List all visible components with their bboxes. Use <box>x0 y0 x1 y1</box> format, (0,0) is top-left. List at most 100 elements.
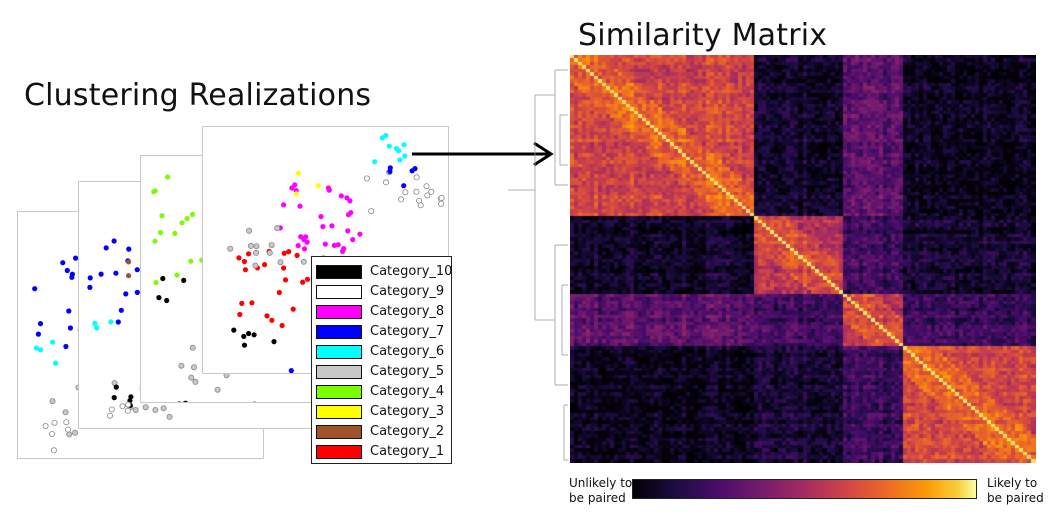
scatter-point <box>152 406 159 413</box>
scatter-point <box>281 202 287 208</box>
legend-swatch <box>316 324 362 339</box>
scatter-point <box>402 189 409 196</box>
scatter-point <box>118 307 124 313</box>
scatter-point <box>329 223 335 229</box>
scatter-point <box>63 343 69 350</box>
scatter-point <box>331 242 337 248</box>
scatter-point <box>115 319 121 325</box>
scatter-point <box>335 242 341 248</box>
scatter-point <box>247 242 254 249</box>
scatter-point <box>428 188 435 195</box>
legend-item: Category_4 <box>316 382 444 401</box>
scatter-point <box>304 239 310 245</box>
scatter-point <box>72 429 79 436</box>
scatter-point <box>189 344 196 351</box>
scatter-point <box>177 401 181 402</box>
colorbar <box>632 479 977 499</box>
scatter-point <box>326 187 332 193</box>
scatter-point <box>126 273 132 279</box>
scatter-point <box>153 279 159 286</box>
scatter-point <box>301 246 308 252</box>
legend-item: Category_9 <box>316 282 444 301</box>
legend-label: Category_1 <box>370 444 445 459</box>
scatter-point <box>348 210 354 216</box>
scatter-point <box>178 362 185 369</box>
scatter-point <box>281 250 287 256</box>
scatter-point <box>379 135 385 141</box>
scatter-point <box>172 230 178 236</box>
scatter-point <box>63 419 70 426</box>
legend-swatch <box>316 364 362 379</box>
scatter-point <box>157 229 164 236</box>
scatter-point <box>241 258 247 265</box>
scatter-point <box>252 401 257 402</box>
scatter-point <box>191 364 198 371</box>
scatter-point <box>401 142 407 148</box>
scatter-point <box>192 378 199 385</box>
scatter-point <box>113 384 119 390</box>
scatter-point <box>293 191 299 197</box>
scatter-point <box>239 300 245 306</box>
scatter-point <box>246 227 253 234</box>
scatter-point <box>66 431 73 438</box>
scatter-point <box>134 267 140 273</box>
scatter-point <box>123 291 129 297</box>
scatter-point <box>246 330 252 337</box>
scatter-point <box>67 325 73 331</box>
legend-swatch <box>316 284 362 299</box>
scatter-point <box>49 430 56 437</box>
legend-item: Category_6 <box>316 342 444 361</box>
legend-item: Category_8 <box>316 302 444 321</box>
scatter-point <box>402 153 408 159</box>
scatter-point <box>393 146 400 152</box>
scatter-point <box>264 313 270 319</box>
scatter-point <box>236 255 242 261</box>
scatter-point <box>277 259 284 266</box>
scatter-point <box>111 395 117 401</box>
scatter-point <box>53 360 59 366</box>
scatter-point <box>181 277 187 283</box>
scatter-point <box>322 241 328 247</box>
scatter-point <box>341 246 347 252</box>
scatter-point <box>124 407 131 414</box>
scatter-point <box>413 188 420 195</box>
scatter-point <box>111 238 117 244</box>
legend-swatch <box>316 384 362 399</box>
legend-label: Category_4 <box>370 384 445 399</box>
legend-swatch <box>316 264 362 279</box>
scatter-point <box>292 182 298 188</box>
legend-swatch <box>316 404 362 419</box>
scatter-point <box>108 319 114 325</box>
scatter-point <box>401 183 407 189</box>
category-legend: Category_10 Category_9 Category_8 Catego… <box>311 256 452 464</box>
scatter-point <box>298 234 304 240</box>
scatter-point <box>363 175 370 182</box>
legend-label: Category_9 <box>370 284 445 299</box>
scatter-point <box>295 170 302 176</box>
scatter-point <box>344 195 350 201</box>
scatter-point <box>132 406 139 413</box>
colorbar-low-label: Unlikely to be paired <box>569 476 632 506</box>
clustering-realizations-title: Clustering Realizations <box>24 78 372 113</box>
legend-item: Category_10 <box>316 262 452 281</box>
legend-item: Category_3 <box>316 402 444 421</box>
scatter-point <box>69 274 75 280</box>
scatter-point <box>152 188 158 194</box>
scatter-point <box>50 339 56 345</box>
colorbar-high-line2: be paired <box>987 491 1044 505</box>
scatter-point <box>164 297 170 304</box>
scatter-point <box>33 345 39 351</box>
scatter-point <box>98 271 104 277</box>
scatter-point <box>338 193 344 199</box>
scatter-point <box>189 211 196 217</box>
scatter-point <box>357 231 363 237</box>
scatter-point <box>103 245 109 251</box>
scatter-point <box>266 249 273 256</box>
similarity-matrix-heatmap <box>570 55 1036 463</box>
scatter-point <box>295 243 301 249</box>
scatter-point <box>174 272 180 278</box>
scatter-point <box>286 249 292 255</box>
legend-item: Category_2 <box>316 422 444 441</box>
colorbar-high-label: Likely to be paired <box>987 476 1044 506</box>
scatter-point <box>249 300 255 306</box>
